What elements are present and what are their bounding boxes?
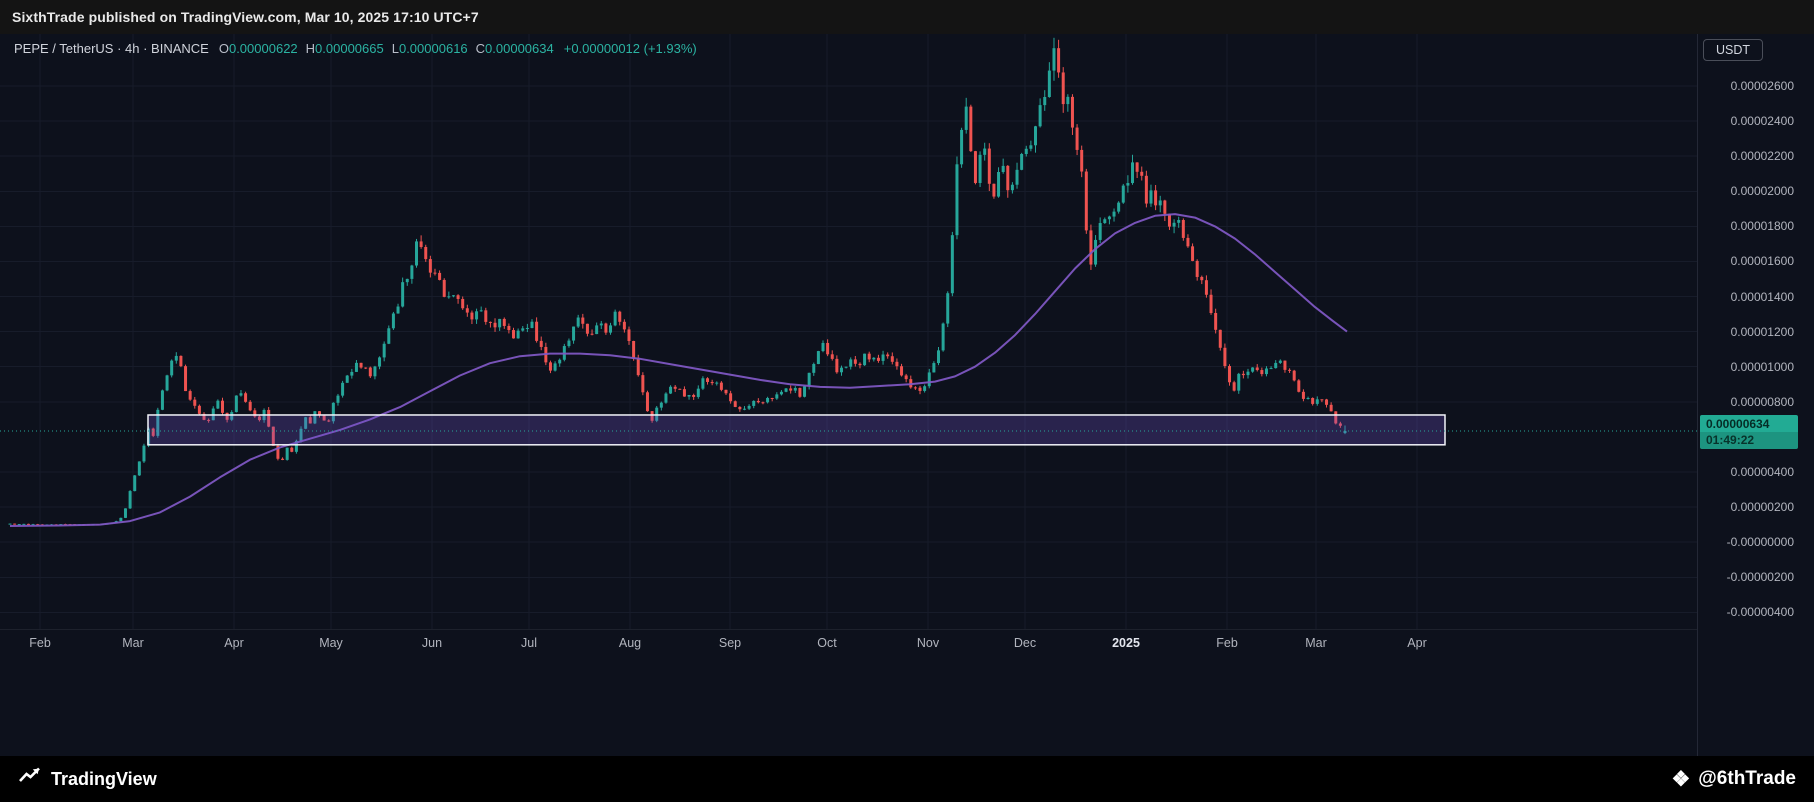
time-tick-month: Oct	[817, 636, 837, 650]
time-tick-month: Sep	[718, 636, 742, 650]
time-tick-month: Mar	[122, 636, 144, 650]
close-value: C0.00000634	[475, 41, 554, 56]
price-tick-label: 0.00001400	[1730, 289, 1794, 304]
tradingview-brand-link[interactable]: TradingView	[18, 765, 157, 794]
time-tick-month: Mar	[1305, 636, 1327, 650]
ohlc-values: O0.00000622 H0.00000665 L0.00000616 C0.0…	[219, 41, 554, 56]
price-tick-label: 0.00001600	[1730, 254, 1794, 269]
time-tick-year: 2025	[1112, 636, 1140, 650]
time-tick-month: Dec	[1013, 636, 1037, 650]
symbol-title[interactable]: PEPE / TetherUS · 4h · BINANCE	[14, 41, 209, 56]
tradingview-brand-label: TradingView	[51, 768, 157, 789]
publish-info-text: SixthTrade published on TradingView.com,…	[12, 9, 479, 25]
current-price-badge: 0.00000634 01:49:22	[1700, 414, 1798, 449]
chart-legend: PEPE / TetherUS · 4h · BINANCE O0.000006…	[14, 41, 697, 56]
price-tick-label: 0.00001800	[1730, 219, 1794, 234]
price-tick-label: 0.00002600	[1730, 79, 1794, 93]
time-tick-month: Aug	[618, 636, 642, 650]
time-tick-month: Jun	[421, 636, 443, 650]
price-tick-label: -0.00000400	[1726, 605, 1794, 620]
price-tick-label: 0.00002200	[1730, 149, 1794, 164]
price-tick-label: 0.00002000	[1730, 184, 1794, 199]
publish-info-bar: SixthTrade published on TradingView.com,…	[0, 0, 1814, 34]
price-tick-label: 0.00001200	[1730, 324, 1794, 339]
time-tick-month: Apr	[224, 636, 244, 650]
open-value: O0.00000622	[218, 41, 298, 56]
high-value: H0.00000665	[305, 41, 384, 56]
candlestick-chart[interactable]	[0, 34, 1697, 629]
price-tick-label: 0.00002400	[1730, 114, 1794, 129]
price-tick-label: 0.00001000	[1730, 359, 1794, 374]
low-value: L0.00000616	[391, 41, 468, 56]
time-tick-month: Apr	[1407, 636, 1427, 650]
price-tick-label: 0.00000800	[1730, 394, 1794, 409]
candle-countdown: 01:49:22	[1700, 431, 1798, 449]
time-tick-month: Feb	[1216, 636, 1238, 650]
price-tick-label: 0.00000200	[1730, 500, 1794, 515]
price-tick-label: 0.00000400	[1730, 465, 1794, 479]
time-tick-month: May	[319, 636, 343, 650]
price-tick-label: -0.00000000	[1726, 535, 1794, 550]
time-tick-month: Jul	[521, 636, 537, 650]
time-tick-month: Feb	[29, 636, 51, 650]
price-change: +0.00000012 (+1.93%)	[563, 41, 697, 56]
current-price-value: 0.00000634	[1706, 416, 1770, 431]
author-handle-link[interactable]: ❖ @6thTrade	[1671, 768, 1796, 790]
time-axis[interactable]: Feb Mar Apr May Jun Jul Aug Sep Oct Nov Dec 2025 Feb…	[0, 629, 1697, 656]
author-logo-icon: ❖	[1671, 767, 1691, 791]
price-axis[interactable]: USDT 0.00000634 01:49:22 0.00002600 0.000…	[1697, 34, 1814, 756]
author-handle-label: @6thTrade	[1698, 768, 1796, 789]
page-footer: TradingView ❖ @6thTrade	[0, 756, 1814, 802]
time-tick-month: Nov	[916, 636, 940, 650]
currency-toggle-button[interactable]: USDT	[1703, 39, 1764, 61]
price-tick-label: -0.00000200	[1726, 570, 1794, 585]
tradingview-logo-icon	[18, 765, 42, 794]
